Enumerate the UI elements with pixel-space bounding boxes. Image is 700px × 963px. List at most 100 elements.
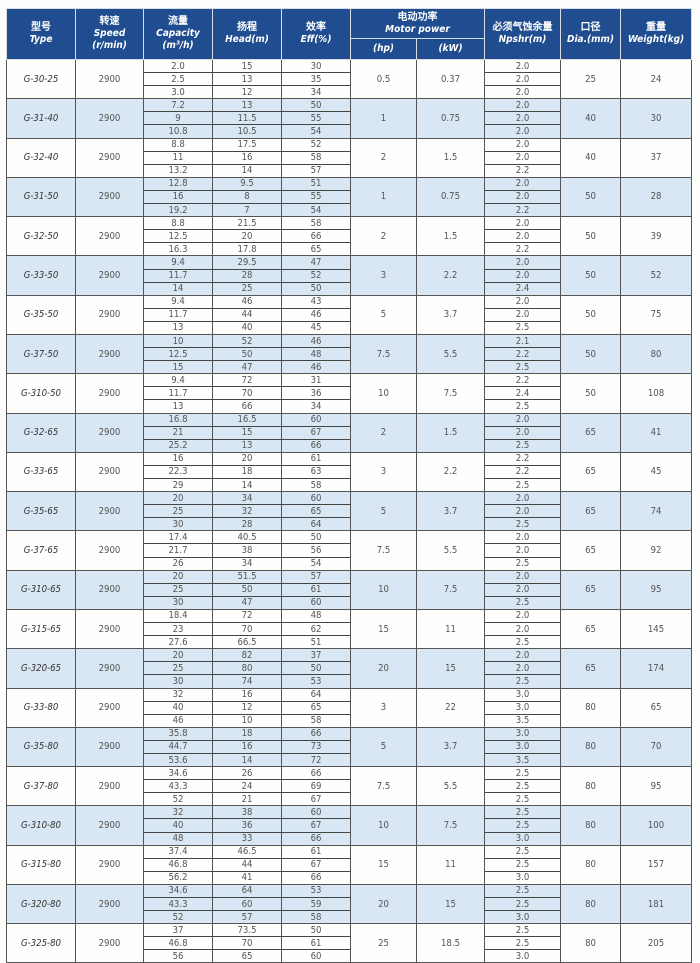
pump-model-group: G-35-80 2900 35.8 18 66 5 3.7 3.0 80 70 44.7 16 73 3.… [6, 726, 693, 768]
eff-value: 58 [281, 151, 351, 165]
dia-value: 65 [560, 530, 622, 571]
speed-value: 2900 [75, 687, 144, 728]
pump-model-group: G-35-50 2900 9.4 46 43 5 3.7 2.0 50 75 11.7 44 46 2.0… [6, 294, 693, 335]
eff-value: 50 [281, 923, 351, 938]
table-header: 型号 Type 转速 Speed (r/min) 流量 Capacity (m³/h) 扬… [6, 8, 693, 60]
eff-value: 60 [281, 491, 351, 506]
capacity-value: 46.8 [143, 936, 213, 951]
head-value: 34 [212, 557, 282, 571]
capacity-value: 29 [143, 478, 213, 493]
pump-model-group: G-320-80 2900 34.6 64 53 20 15 2.5 80 181 43.3 60 59… [6, 883, 693, 925]
pump-model-group: G-33-65 2900 16 20 61 3 2.2 2.2 65 45 22.3 18 63 2.2 2… [6, 451, 693, 493]
speed-value: 2900 [75, 844, 144, 885]
power-hp-value: 15 [350, 608, 417, 650]
table-row: 25.2 13 66 2.5 [7, 439, 692, 453]
dia-value: 65 [560, 608, 622, 650]
eff-value: 50 [281, 282, 351, 296]
table-row: 27.6 66.5 51 2.5 [7, 635, 692, 650]
power-kw-value: 0.75 [415, 176, 486, 218]
eff-value: 51 [281, 176, 351, 191]
npshr-value: 2.2 [484, 164, 562, 178]
head-value: 16 [212, 687, 282, 702]
head-value: 47 [212, 596, 282, 610]
table-row: 9 11.5 55 2.0 [7, 111, 692, 126]
table-row: G-315-80 2900 37.4 46.5 61 15 11 2.5 80 157 [6, 844, 693, 885]
npshr-value: 2.0 [484, 176, 562, 191]
head-value: 46 [212, 294, 282, 309]
weight-value: 80 [620, 333, 693, 375]
npshr-value: 3.0 [484, 687, 562, 702]
npshr-value: 2.0 [484, 412, 562, 427]
head-value: 9.5 [212, 176, 282, 191]
npshr-value: 2.0 [484, 543, 562, 558]
eff-value: 67 [281, 818, 351, 833]
eff-value: 54 [281, 203, 351, 218]
power-kw-value: 3.7 [415, 491, 486, 532]
pump-model-group: G-310-80 2900 32 38 60 10 7.5 2.5 80 100 40 36 67 2.5… [6, 805, 693, 846]
dia-value: 50 [560, 255, 622, 296]
eff-value: 73 [281, 740, 351, 754]
npshr-value: 2.0 [484, 137, 562, 152]
table-row: 46 10 58 3.5 [7, 714, 692, 728]
eff-value: 50 [281, 530, 351, 545]
power-hp-value: 3 [350, 255, 417, 296]
table-row: G-35-50 2900 9.4 46 43 5 3.7 2.0 50 75 [6, 294, 693, 335]
npshr-value: 2.0 [484, 608, 562, 624]
table-row: G-320-80 2900 34.6 64 53 20 15 2.5 80 181 [6, 883, 693, 925]
table-row: G-31-40 2900 7.2 13 50 1 0.75 2.0 40 30 [6, 98, 693, 139]
pump-model-group: G-310-50 2900 9.4 72 31 10 7.5 2.2 50 108 11.7 70 36… [6, 373, 693, 414]
head-value: 12 [212, 701, 282, 715]
table-row: G-325-80 2900 37 73.5 50 25 18.5 2.5 80 205 [6, 923, 693, 963]
npshr-value: 2.5 [484, 883, 562, 899]
table-row: 13 40 45 2.5 [7, 321, 692, 335]
pump-model-group: G-31-50 2900 12.8 9.5 51 1 0.75 2.0 50 28 16 8 55 2.0… [6, 176, 693, 218]
model-type: G-310-80 [6, 805, 76, 846]
table-row: G-37-65 2900 17.4 40.5 50 7.5 5.5 2.0 65 92 [6, 530, 693, 571]
pump-model-group: G-310-65 2900 20 51.5 57 10 7.5 2.0 65 95 25 50 61 2.… [6, 569, 693, 610]
weight-value: 70 [620, 726, 693, 768]
eff-value: 56 [281, 543, 351, 558]
eff-value: 61 [281, 844, 351, 859]
power-kw-value: 22 [415, 687, 486, 728]
power-kw-value: 7.5 [415, 805, 486, 846]
capacity-value: 16 [143, 451, 213, 466]
npshr-value: 2.2 [484, 203, 562, 218]
head-value: 14 [212, 478, 282, 493]
dia-value: 80 [560, 766, 622, 807]
eff-value: 43 [281, 294, 351, 309]
table-row: 44.7 16 73 3.0 [7, 740, 692, 754]
model-type: G-30-25 [6, 58, 76, 100]
head-value: 46.5 [212, 844, 282, 859]
power-hp-value: 0.5 [350, 58, 417, 100]
weight-value: 174 [620, 648, 693, 689]
head-value: 17.8 [212, 242, 282, 257]
npshr-value: 2.0 [484, 569, 562, 584]
head-value: 50 [212, 583, 282, 597]
eff-value: 53 [281, 883, 351, 899]
col-kw: (kW) [415, 38, 486, 60]
table-row: G-310-50 2900 9.4 72 31 10 7.5 2.2 50 108 [6, 373, 693, 414]
eff-value: 58 [281, 478, 351, 493]
power-kw-value: 2.2 [415, 255, 486, 296]
speed-value: 2900 [75, 608, 144, 650]
table-row: 11 16 58 2.0 [7, 151, 692, 165]
power-kw-value: 15 [415, 648, 486, 689]
head-value: 28 [212, 517, 282, 532]
capacity-value: 9.4 [143, 373, 213, 388]
eff-value: 52 [281, 137, 351, 152]
head-value: 15 [212, 58, 282, 74]
npshr-value: 2.2 [484, 465, 562, 480]
npshr-value: 2.0 [484, 72, 562, 87]
model-type: G-33-65 [6, 451, 76, 493]
eff-value: 61 [281, 583, 351, 597]
power-kw-value: 5.5 [415, 766, 486, 807]
model-type: G-37-80 [6, 766, 76, 807]
model-type: G-32-65 [6, 412, 76, 453]
npshr-value: 2.5 [484, 321, 562, 335]
power-hp-value: 3 [350, 687, 417, 728]
capacity-value: 10.8 [143, 124, 213, 139]
npshr-value: 2.0 [484, 255, 562, 270]
head-value: 14 [212, 753, 282, 768]
head-value: 21.5 [212, 216, 282, 231]
npshr-value: 3.0 [484, 726, 562, 741]
